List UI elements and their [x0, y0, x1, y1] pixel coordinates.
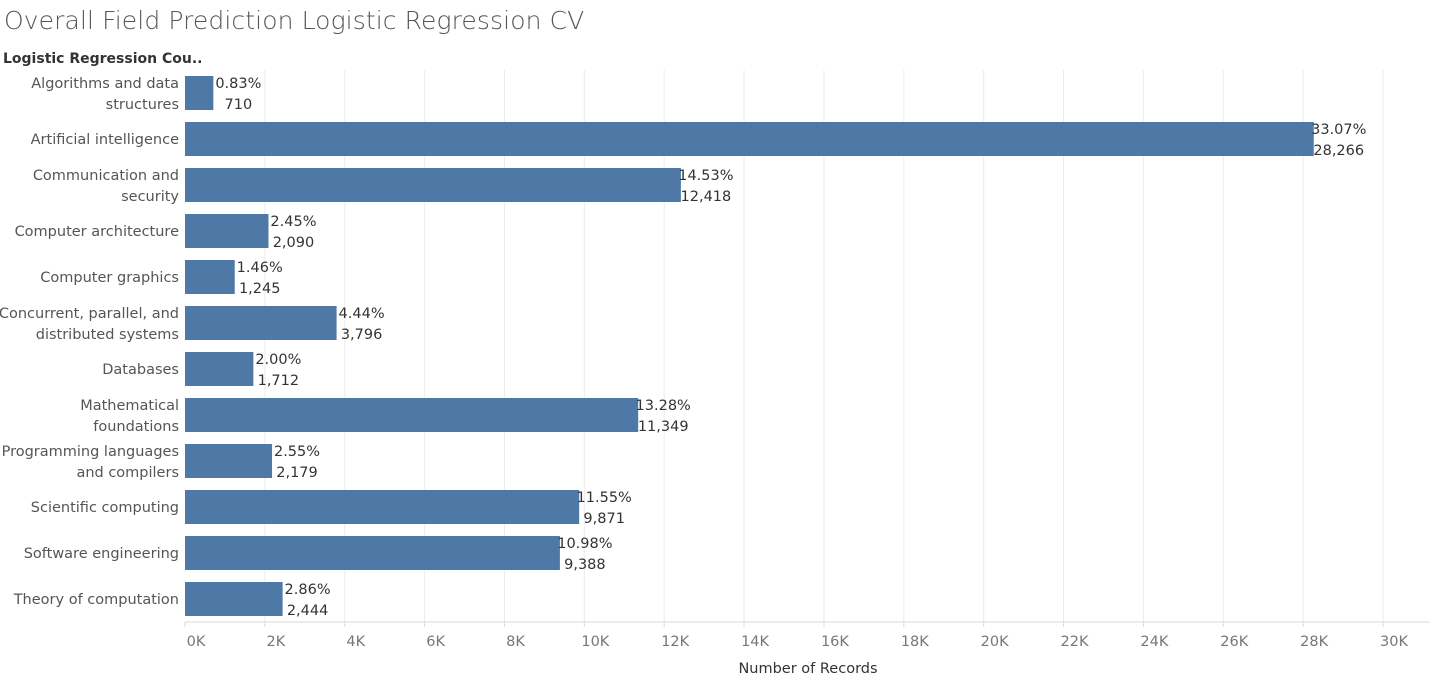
category-label-line: Mathematical: [80, 398, 179, 414]
percent-label: 11.55%: [577, 490, 632, 506]
percent-label: 2.86%: [285, 582, 331, 598]
percent-label: 13.28%: [636, 398, 691, 414]
value-label: 1,245: [239, 281, 281, 297]
category-label: Computer graphics: [40, 270, 179, 286]
category-label-line: Communication and: [33, 168, 179, 184]
percent-label: 2.55%: [274, 444, 320, 460]
value-label: 12,418: [681, 189, 732, 205]
category-label-line: distributed systems: [36, 327, 179, 343]
x-tick-label: 30K: [1380, 634, 1408, 650]
value-label: 9,388: [564, 557, 606, 573]
category-label-line: Programming languages: [2, 444, 179, 460]
category-label: Concurrent, parallel, and distributed sys…: [0, 306, 179, 343]
category-label-line: security: [121, 189, 179, 205]
percent-label: 2.45%: [270, 214, 316, 230]
bar[interactable]: [185, 444, 273, 478]
category-label: Mathematical foundations: [80, 398, 179, 435]
bar[interactable]: [185, 582, 283, 616]
category-label-line: structures: [106, 97, 179, 113]
row-header[interactable]: Logistic Regression Cou..: [3, 51, 203, 67]
category-label-line: Algorithms and data: [31, 76, 179, 92]
category-label-line: Concurrent, parallel, and: [0, 306, 179, 322]
value-label: 9,871: [583, 511, 625, 527]
labels: Algorithms and data structures 0.83% 710 Art…: [0, 76, 1366, 619]
x-tick-label: 2K: [266, 634, 285, 650]
category-label: Programming languages and compilers: [2, 444, 179, 481]
category-label: Scientific computing: [31, 500, 179, 516]
x-tick-label: 22K: [1061, 634, 1089, 650]
bar[interactable]: [185, 76, 214, 110]
x-tick-label: 4K: [346, 634, 365, 650]
x-tick-label: 26K: [1220, 634, 1248, 650]
x-tick-label: 28K: [1300, 634, 1328, 650]
category-label: Communication and security: [33, 168, 180, 205]
x-tick-label: 8K: [506, 634, 525, 650]
value-label: 11,349: [638, 419, 689, 435]
bar[interactable]: [185, 214, 269, 248]
x-tick-label: 12K: [661, 634, 689, 650]
percent-label: 1.46%: [237, 260, 283, 276]
value-label: 2,090: [273, 235, 315, 251]
x-tick-label: 10K: [581, 634, 609, 650]
x-tick-label: 14K: [741, 634, 769, 650]
bar[interactable]: [185, 398, 639, 432]
bar[interactable]: [185, 168, 681, 202]
category-label: Theory of computation: [13, 592, 179, 608]
category-label-line: and compilers: [76, 465, 179, 481]
percent-label: 2.00%: [255, 352, 301, 368]
x-axis: 0K 2K 4K 6K 8K 10K 12K 14K 16K 18K 20K 22K 24K 26K 28K…: [184, 621, 1430, 677]
category-label: Computer architecture: [15, 224, 180, 240]
bar[interactable]: [185, 490, 580, 524]
percent-label: 33.07%: [1311, 122, 1366, 138]
bars: [185, 76, 1314, 616]
value-label: 2,179: [276, 465, 318, 481]
percent-label: 14.53%: [678, 168, 733, 184]
x-tick-label: 16K: [821, 634, 849, 650]
category-label: Software engineering: [24, 546, 179, 562]
x-tick-label: 6K: [426, 634, 445, 650]
category-label: Artificial intelligence: [31, 132, 179, 148]
x-tick-label: 20K: [981, 634, 1009, 650]
category-label: Algorithms and data structures: [31, 76, 179, 113]
bar[interactable]: [185, 122, 1314, 156]
bar[interactable]: [185, 352, 254, 386]
x-axis-title: Number of Records: [738, 661, 877, 677]
percent-label: 4.44%: [339, 306, 385, 322]
category-label: Databases: [102, 362, 179, 378]
grid-lines: [264, 70, 1384, 622]
bar[interactable]: [185, 260, 235, 294]
bar[interactable]: [185, 306, 337, 340]
value-label: 1,712: [258, 373, 300, 389]
x-tick-label: 24K: [1140, 634, 1168, 650]
value-label: 3,796: [341, 327, 383, 343]
x-tick-label: 0K: [187, 634, 206, 650]
x-tick-label: 18K: [901, 634, 929, 650]
percent-label: 10.98%: [557, 536, 612, 552]
bar[interactable]: [185, 536, 560, 570]
value-label: 710: [225, 97, 253, 113]
category-label-line: foundations: [93, 419, 179, 435]
chart-title: Overall Field Prediction Logistic Regres…: [4, 6, 585, 35]
value-label: 2,444: [287, 603, 329, 619]
value-label: 28,266: [1313, 143, 1364, 159]
percent-label: 0.83%: [215, 76, 261, 92]
